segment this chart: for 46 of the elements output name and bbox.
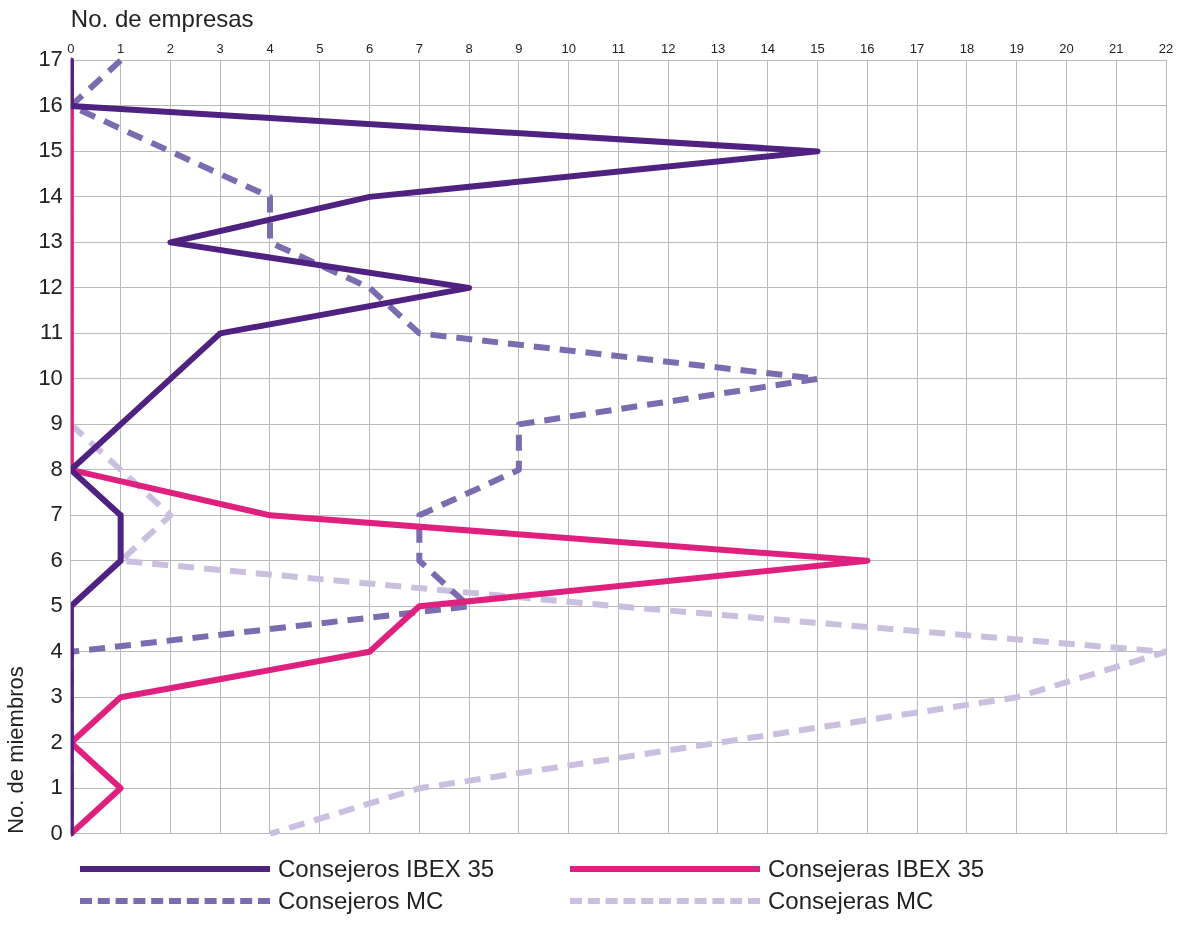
y-tick-label: 11 [40, 319, 63, 345]
x-tick-label: 0 [67, 41, 75, 57]
y-tick-label: 15 [38, 137, 63, 163]
x-tick-label: 13 [710, 41, 726, 57]
x-tick-label: 5 [316, 41, 324, 57]
y-tick-label: 8 [50, 455, 63, 481]
x-tick-label: 2 [166, 41, 175, 57]
x-tick-label: 18 [959, 41, 975, 57]
y-tick-label: 7 [50, 501, 63, 527]
x-tick-label: 15 [810, 41, 825, 57]
y-tick-label: 14 [38, 182, 63, 208]
y-tick-label: 9 [50, 410, 63, 436]
x-tick-label: 7 [415, 41, 423, 57]
x-tick-label: 1 [117, 41, 125, 57]
y-tick-label: 0 [50, 819, 63, 845]
x-tick-label: 20 [1059, 41, 1074, 57]
y-tick-label: 10 [38, 364, 63, 390]
x-tick-label: 6 [365, 41, 374, 57]
y-tick-label: 3 [50, 683, 63, 709]
text: Consejeras MC [768, 887, 934, 915]
x-tick-label: 19 [1009, 41, 1024, 57]
x-tick-label: 17 [909, 41, 925, 57]
y-tick-label: 12 [38, 273, 63, 299]
x-tick-label: 14 [760, 41, 776, 57]
text: Consejeros MC [278, 887, 444, 915]
text: Consejeros IBEX 35 [278, 855, 495, 883]
x-tick-label: 11 [611, 41, 626, 57]
text: Consejeras IBEX 35 [768, 855, 985, 883]
y-tick-label: 4 [50, 637, 63, 663]
x-tick-label: 22 [1158, 41, 1174, 57]
y-tick-label: 6 [50, 546, 63, 572]
x-tick-label: 4 [266, 41, 274, 57]
x-tick-label: 8 [465, 41, 473, 57]
x-tick-label: 16 [860, 41, 875, 57]
y-tick-label: 5 [50, 592, 63, 618]
y-axis-title: No. de miembros [3, 666, 29, 834]
x-tick-label: 10 [561, 41, 576, 57]
x-tick-label: 12 [660, 41, 676, 57]
x-tick-label: 9 [515, 41, 523, 57]
x-tick-label: 3 [216, 41, 224, 57]
x-tick-label: 21 [1108, 41, 1124, 57]
x-axis-title: No. de empresas [70, 5, 254, 33]
y-tick-label: 2 [50, 728, 63, 754]
y-tick-label: 13 [38, 228, 63, 254]
y-tick-label: 16 [38, 91, 63, 117]
y-tick-label: 1 [50, 774, 63, 800]
